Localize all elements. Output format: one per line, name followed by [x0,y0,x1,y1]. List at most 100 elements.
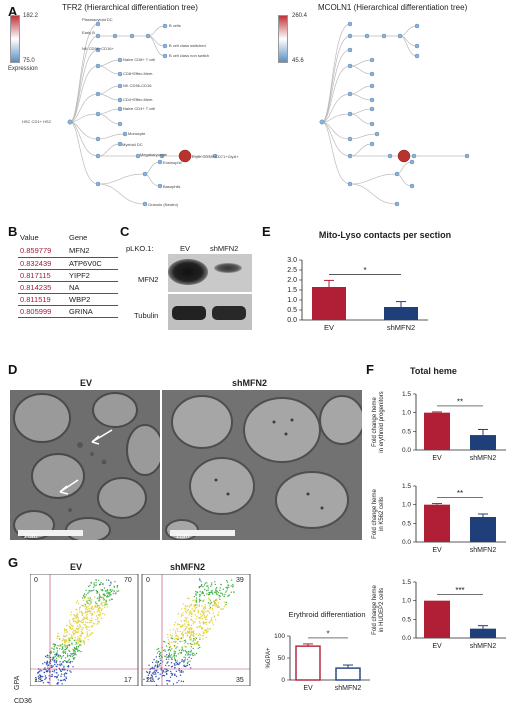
flow-event [145,671,148,673]
flow-event [42,663,44,665]
flow-event [69,640,71,642]
flow-event [193,643,196,646]
flow-event [90,601,92,603]
flow-event [63,675,66,677]
flow-event [77,616,79,619]
chart-f3: 0.0 0.5 1.0 1.5 EV shMFN2 *** Fold change heme i… [372,579,506,650]
bar [384,307,418,320]
flow-event [71,653,73,656]
table-row: 0.817115 YIPF2 [18,269,118,282]
flow-event [84,596,86,598]
flow-event [168,653,171,656]
flow-event [223,595,225,598]
flow-event [82,629,84,631]
y-tick-label: 100 [274,633,285,640]
flow-event [69,670,71,672]
flow-event [178,680,180,682]
flow-event [159,665,161,667]
flow-event [52,665,54,667]
flow-event [80,641,83,643]
flow-event [70,611,73,613]
flow-event [61,664,63,666]
y-axis-label: %GPA+ [266,647,272,669]
flow-event [70,614,72,616]
flow-event [110,590,113,593]
flow-event [199,646,201,649]
flow-event [54,663,56,666]
flow-event [79,607,81,609]
flow-event [59,654,61,657]
flow-event [59,661,61,663]
flow-event [191,608,193,610]
flow-event [65,677,67,680]
flow-event [63,678,66,681]
flow-event [155,673,157,675]
flow-event [51,670,54,672]
flow-event [66,646,69,649]
category-label: EV [303,685,313,692]
flow-event [170,654,173,656]
flow-event [225,601,227,604]
flow-event [175,634,178,636]
y-tick-label: 2.0 [287,277,297,284]
flow-event [189,635,192,637]
flow-event [66,669,69,672]
flow-event [116,590,118,592]
flow-event [187,661,189,663]
flow-event [167,661,169,663]
flow-event [60,673,63,675]
flow-event [62,650,65,652]
flow-event [65,676,67,678]
flow-event [56,635,59,637]
flow-event [164,641,166,643]
flow-event [77,636,79,638]
flow-event [192,647,194,650]
flow-event [182,612,184,614]
flow-event [67,656,69,658]
flow-event [51,673,53,676]
flow-event [95,589,98,592]
flow-event [216,594,218,596]
flow-event [93,582,95,584]
flow-event [75,617,77,619]
flow-event [37,675,39,677]
flow-event [85,609,87,611]
flow-event [202,631,204,633]
node-label-bnonswitch: B cell class non switch [169,53,210,58]
flow-event [167,649,169,652]
flow-event [50,664,53,667]
flow-event [203,594,205,597]
flow-event [46,670,48,673]
flow-event [70,634,73,636]
category-label: shMFN2 [470,547,497,554]
flow-event [73,617,75,619]
flow-event [73,651,75,653]
flow-event [178,663,180,666]
flow-event [67,637,70,639]
flow-event [77,630,80,632]
flow-event [68,633,71,635]
flow-event [86,611,88,614]
flow-event [204,588,206,591]
flow-event [84,603,86,605]
flow-event [206,614,208,616]
flow-event [186,635,189,637]
flow-event [86,616,88,618]
flow-event [96,597,99,599]
flow-event [186,651,188,653]
flow-event [188,597,190,600]
flow-event [42,682,45,684]
flow-event [185,608,187,610]
flow-event [173,655,175,658]
node-label-nk1: NK CD56+CD16+ [82,46,114,51]
flow-event [78,650,80,652]
flow-event [157,671,159,674]
flow-event [232,584,234,586]
flow-event [76,615,78,618]
flow-event [91,599,93,601]
flow-event [192,640,194,642]
flow-event [56,652,58,654]
flow-event [199,634,201,637]
flow-event [168,652,170,654]
y-axis-label: in HUDEP2 cells [379,588,385,632]
